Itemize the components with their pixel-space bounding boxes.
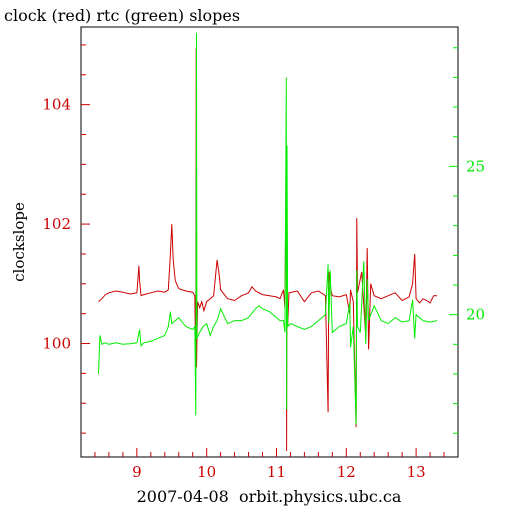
x-tick-label: 12: [337, 463, 356, 481]
left-tick-label: 104: [42, 96, 71, 114]
x-tick-label: 10: [197, 463, 216, 481]
series-layer: [98, 32, 438, 452]
x-axis: 9 10 11 12 13: [94, 448, 445, 481]
left-tick-label: 100: [42, 335, 71, 353]
series-line-clock: [98, 47, 438, 452]
plot-frame: [80, 26, 459, 458]
y-axis-label: clockslope: [10, 202, 28, 282]
x-tick-label: 11: [267, 463, 286, 481]
chart-title: clock (red) rtc (green) slopes: [4, 6, 240, 25]
series-line-rtc: [98, 32, 438, 425]
right-tick-label: 20: [466, 306, 485, 324]
right-tick-label: 25: [466, 157, 485, 175]
x-tick-label: 13: [407, 463, 426, 481]
x-axis-label: 2007-04-08 orbit.physics.ubc.ca: [137, 487, 402, 506]
left-axis: 100 102 104: [42, 44, 90, 434]
left-tick-label: 102: [42, 215, 71, 233]
x-tick-label: 9: [132, 463, 142, 481]
